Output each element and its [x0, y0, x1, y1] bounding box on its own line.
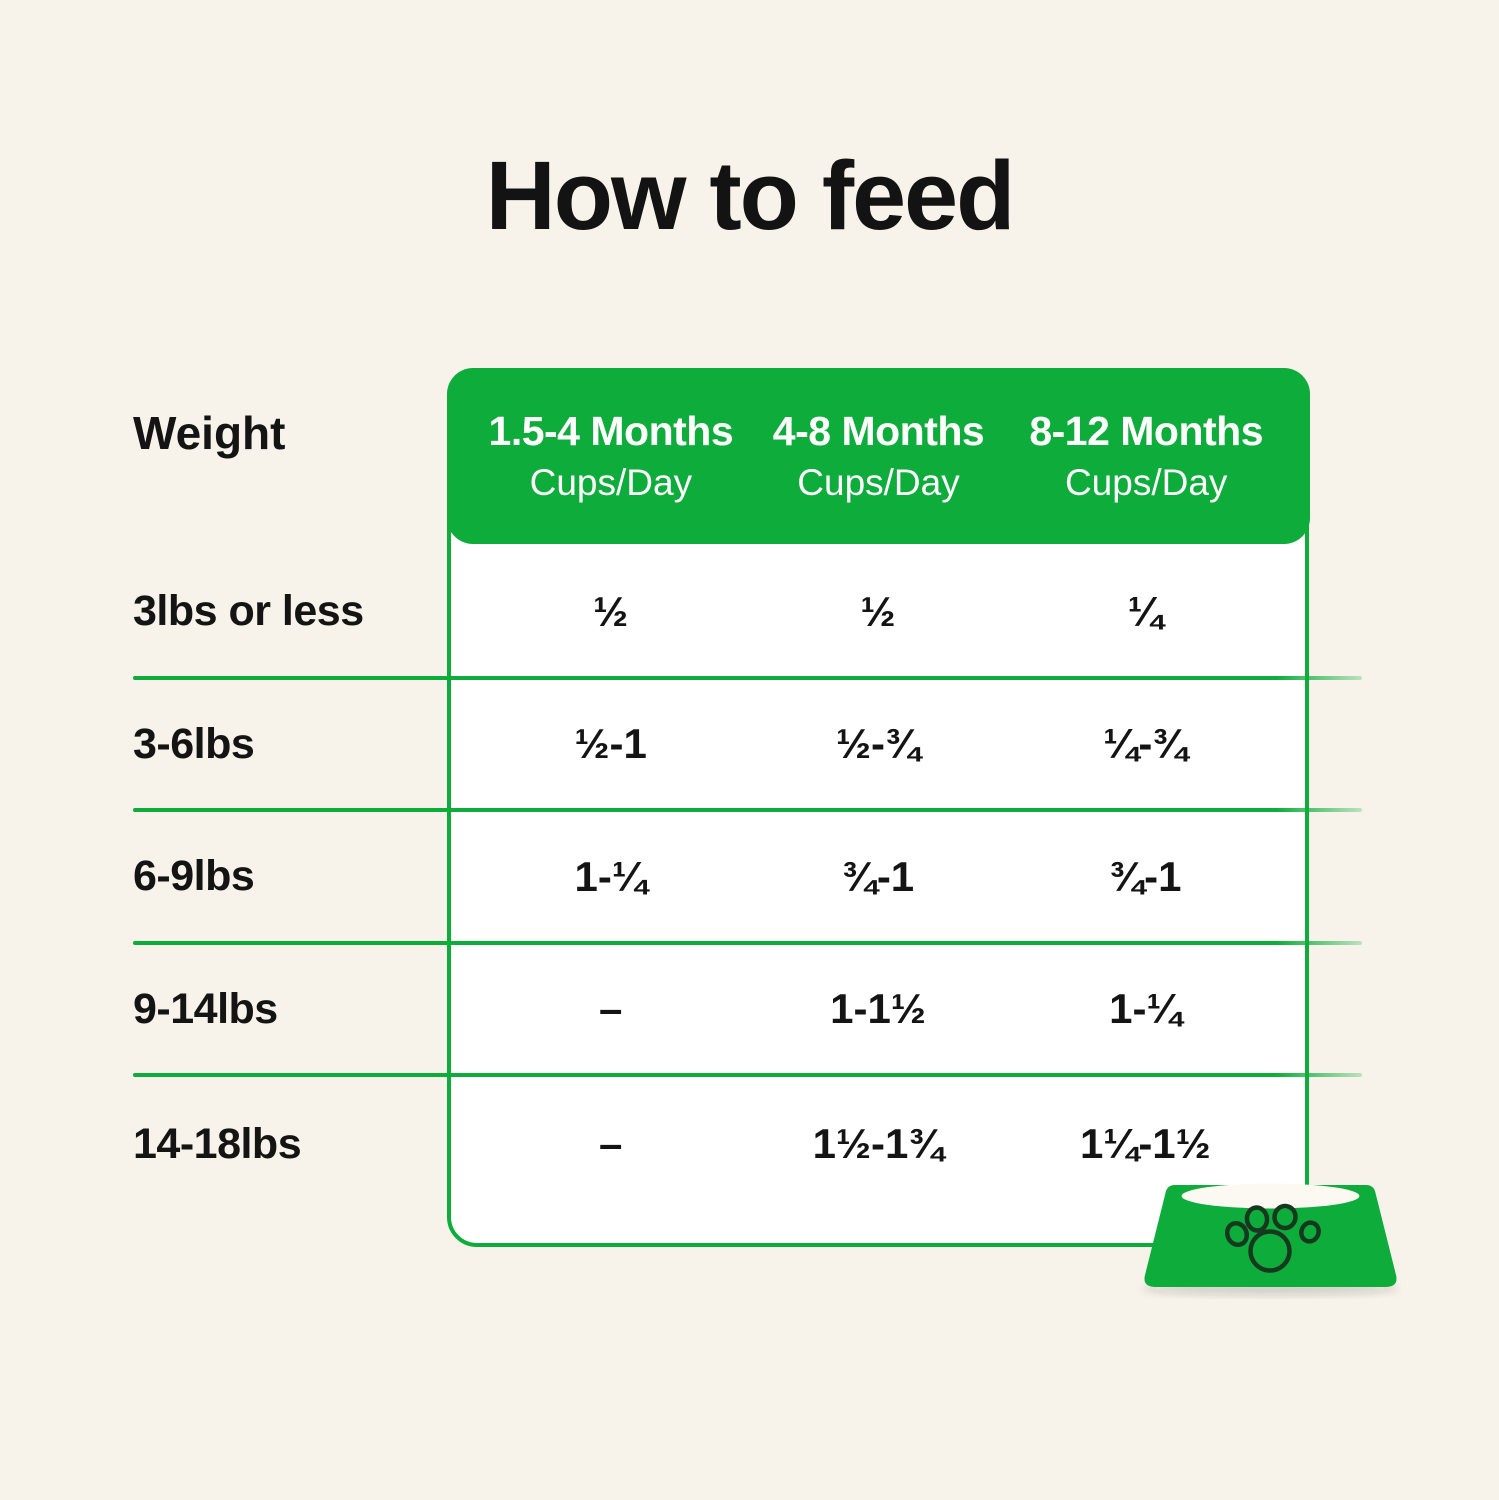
column-header-sublabel: Cups/Day: [529, 462, 693, 503]
column-header-sublabel: Cups/Day: [797, 462, 960, 503]
value-cell: ¾-1: [841, 852, 915, 900]
weight-cell: 3-6lbs: [133, 719, 255, 768]
row-values: ½ ½ ¼: [447, 588, 1309, 636]
row-separator: [133, 1073, 1362, 1077]
row-separator: [133, 676, 1362, 680]
value-cell: ¾-1: [1109, 852, 1182, 900]
table-row: 3lbs or less ½ ½ ¼: [133, 545, 1309, 678]
column-header-2: 4-8 Months Cups/Day: [745, 408, 1013, 504]
column-header-3: 8-12 Months Cups/Day: [1012, 408, 1280, 504]
row-values: 1-¼ ¾-1 ¾-1: [447, 853, 1309, 901]
page-title: How to feed: [485, 141, 1016, 250]
value-cell: 1-¼: [1109, 985, 1182, 1032]
bowl-body: [1144, 1185, 1397, 1287]
bowl-opening: [1181, 1183, 1360, 1209]
value-cell: ¼-¾: [1103, 720, 1188, 767]
value-cell: ½-¾: [835, 720, 921, 767]
value-cell: ½: [593, 587, 629, 635]
column-header-label: 1.5-4 Months: [488, 408, 734, 454]
value-cell: ¼: [1127, 587, 1163, 635]
row-separator: [133, 808, 1362, 812]
value-cell: 1½-1¾: [812, 1120, 944, 1167]
row-separator: [133, 941, 1362, 945]
table-row: 14-18lbs – 1½-1¾ 1¼-1½: [133, 1075, 1309, 1213]
value-cell: 1¼-1½: [1079, 1120, 1211, 1167]
row-values: – 1½-1¾ 1¼-1½: [447, 1120, 1309, 1168]
table-row: 9-14lbs – 1-1½ 1-¼: [133, 943, 1309, 1075]
table-row: 3-6lbs ½-1 ½-¾ ¼-¾: [133, 678, 1309, 810]
row-values: ½-1 ½-¾ ¼-¾: [447, 720, 1309, 768]
row-values: – 1-1½ 1-¼: [447, 985, 1309, 1033]
weight-cell: 3lbs or less: [133, 587, 364, 635]
value-cell: 1-1½: [830, 985, 926, 1032]
weight-cell: 14-18lbs: [133, 1119, 302, 1168]
column-header-sublabel: Cups/Day: [1064, 462, 1228, 503]
value-cell: 1-¼: [574, 852, 647, 900]
feeding-table-body: [447, 455, 1309, 1247]
weight-column-header: Weight: [133, 407, 286, 459]
value-cell: ½-1: [574, 720, 647, 767]
weight-cell: 9-14lbs: [133, 984, 278, 1033]
dog-bowl-icon: [1142, 1183, 1398, 1295]
paw-print-icon: [1224, 1203, 1321, 1273]
feeding-table-header: 1.5-4 Months Cups/Day 4-8 Months Cups/Da…: [447, 368, 1310, 544]
column-header-1: 1.5-4 Months Cups/Day: [477, 408, 745, 504]
table-row: 6-9lbs 1-¼ ¾-1 ¾-1: [133, 810, 1309, 943]
value-cell: –: [598, 985, 623, 1032]
column-header-label: 8-12 Months: [1029, 408, 1264, 454]
value-cell: ½: [860, 587, 896, 635]
value-cell: –: [598, 1120, 623, 1167]
weight-cell: 6-9lbs: [133, 852, 255, 900]
column-header-label: 4-8 Months: [772, 408, 985, 454]
